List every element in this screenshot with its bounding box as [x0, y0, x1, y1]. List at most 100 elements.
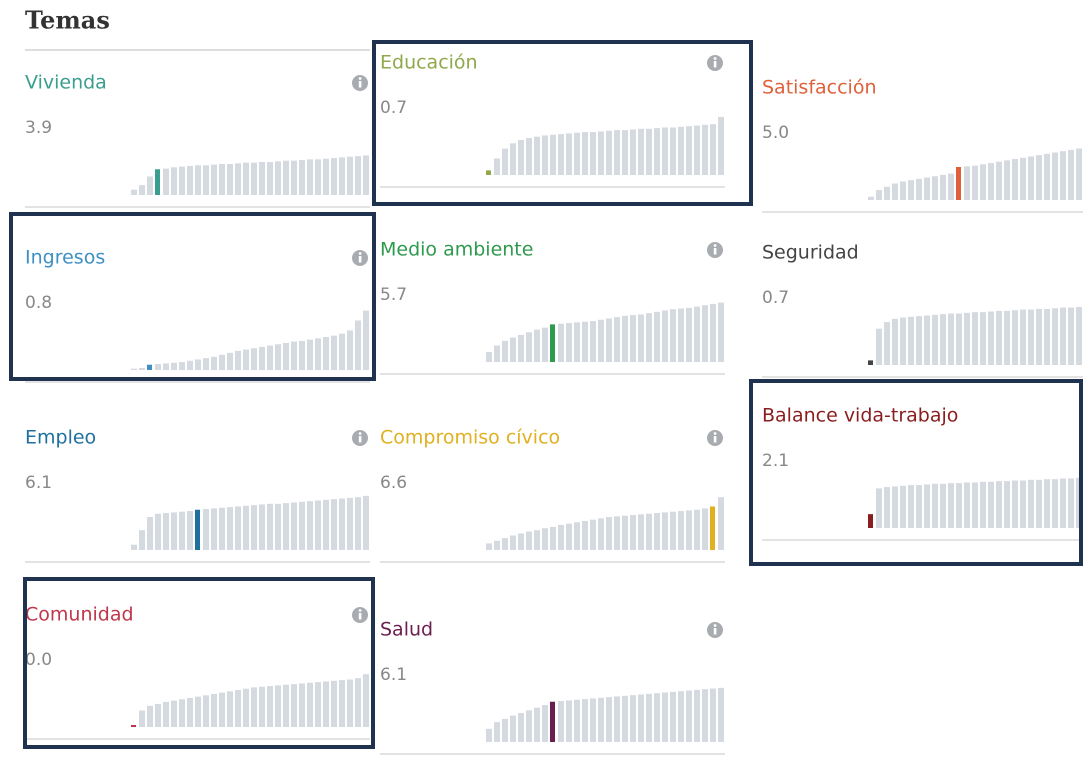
bar: [710, 303, 716, 362]
info-icon-glyph: [358, 77, 362, 80]
bar: [972, 165, 978, 200]
bar: [291, 160, 297, 195]
bar: [179, 511, 185, 550]
bar: [614, 317, 620, 362]
bar: [908, 180, 914, 200]
bar: [948, 483, 954, 528]
bar: [219, 163, 225, 195]
bar: [187, 697, 193, 727]
bar: [275, 503, 281, 550]
info-icon-glyph: [713, 244, 717, 247]
bar: [566, 523, 572, 550]
bar: [243, 505, 249, 550]
info-icon-glyph: [358, 609, 362, 612]
bar: [932, 483, 938, 528]
bar: [662, 127, 668, 175]
bar: [195, 696, 201, 727]
bar: [686, 510, 692, 550]
bar: [876, 328, 882, 365]
bar: [315, 500, 321, 550]
bar: [892, 183, 898, 200]
bar: [339, 157, 345, 195]
bar: [1068, 307, 1074, 365]
bar: [211, 164, 217, 195]
bar: [155, 364, 161, 370]
bar: [670, 511, 676, 550]
bar: [299, 340, 305, 370]
bar: [275, 685, 281, 727]
highlight-box: [372, 40, 753, 206]
bar: [283, 160, 289, 195]
bar: [948, 173, 954, 200]
bar: [996, 310, 1002, 365]
bar: [678, 308, 684, 362]
bar: [179, 699, 185, 727]
bar: [331, 680, 337, 727]
bar: [582, 699, 588, 742]
bar: [363, 155, 369, 195]
bar: [598, 131, 604, 175]
bar: [702, 305, 708, 362]
bar: [179, 362, 185, 370]
bar: [582, 132, 588, 175]
bar: [315, 159, 321, 195]
bar: [558, 323, 564, 362]
bar: [566, 133, 572, 175]
bar: [275, 161, 281, 195]
bar: [638, 314, 644, 362]
bar: [662, 512, 668, 550]
bar: [1020, 480, 1026, 528]
bar: [940, 314, 946, 365]
bar: [187, 511, 193, 550]
bar: [251, 348, 257, 370]
bar: [1036, 155, 1042, 200]
bar: [171, 362, 177, 370]
bar: [694, 306, 700, 362]
bar: [211, 694, 217, 727]
bar: [502, 340, 508, 362]
bar: [267, 345, 273, 370]
bar: [251, 162, 257, 195]
bar: [502, 538, 508, 550]
bar: [323, 158, 329, 195]
info-icon-glyph: [713, 628, 717, 635]
bar: [940, 174, 946, 200]
bar: [916, 178, 922, 200]
bar: [323, 499, 329, 550]
highlight-bar: [155, 169, 160, 195]
topic-score: 3.9: [25, 118, 52, 138]
bar: [526, 710, 532, 742]
bar: [299, 683, 305, 727]
bar: [654, 693, 660, 742]
bar: [710, 688, 716, 742]
bar: [956, 313, 962, 365]
bar: [1060, 307, 1066, 365]
bar: [916, 485, 922, 528]
bar: [315, 682, 321, 727]
bar: [622, 315, 628, 362]
bar: [916, 316, 922, 365]
bar: [614, 696, 620, 742]
bar: [980, 481, 986, 528]
bar: [900, 181, 906, 200]
bar: [291, 341, 297, 370]
bar: [574, 322, 580, 362]
bar: [590, 321, 596, 362]
bar: [980, 312, 986, 365]
bar: [227, 163, 233, 195]
bar: [227, 691, 233, 727]
topic-score: 5.0: [762, 123, 789, 143]
bar: [1004, 310, 1010, 365]
bar: [662, 310, 668, 362]
topic-score: 0.8: [25, 293, 52, 313]
bar: [526, 332, 532, 362]
bar: [259, 346, 265, 370]
bar: [171, 512, 177, 550]
bar: [486, 728, 492, 742]
bar: [972, 312, 978, 365]
bar: [1052, 152, 1058, 200]
bar: [299, 501, 305, 550]
bar: [203, 165, 209, 195]
bar: [670, 127, 676, 175]
